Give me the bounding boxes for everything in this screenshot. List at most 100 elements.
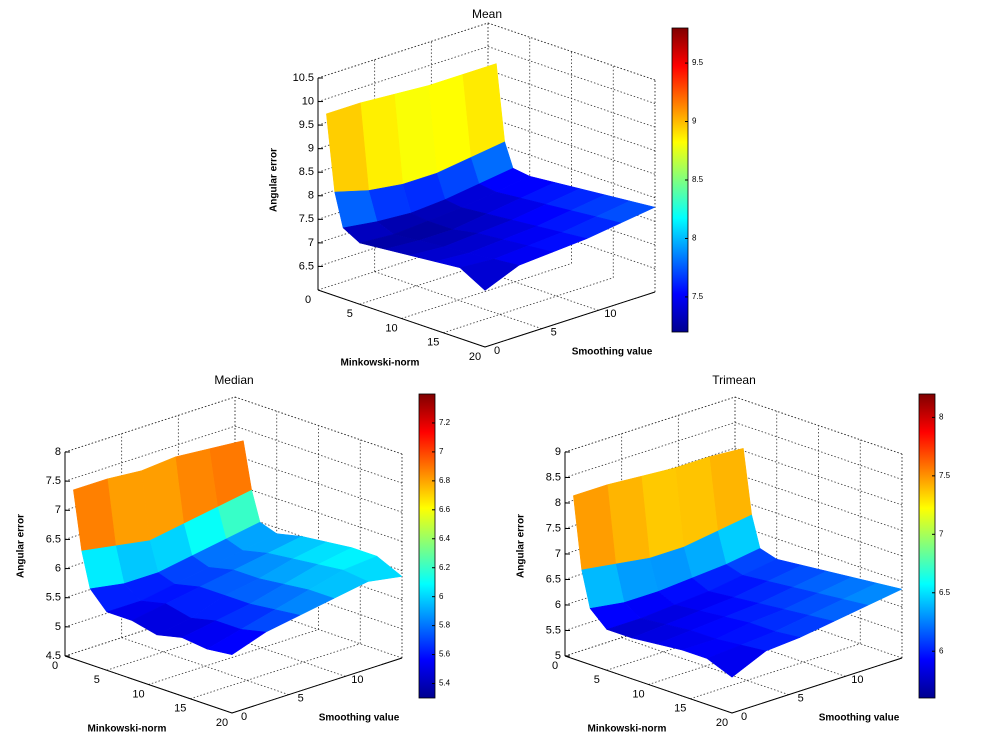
chart-title: Mean (472, 7, 502, 21)
box-edge (64, 396, 236, 453)
grid-line (487, 140, 656, 199)
x-tick-label: 10 (385, 322, 397, 334)
z-tick-label: 6.5 (546, 573, 561, 585)
colorbar-tick-label: 7 (439, 447, 444, 456)
y-tick-label: 5 (551, 327, 557, 339)
z-tick-label: 7.5 (546, 522, 561, 534)
z-tick-label: 6 (55, 562, 61, 574)
y-tick-label: 0 (494, 345, 500, 357)
z-axis-label: Angular error (16, 514, 27, 578)
box-edge (564, 396, 736, 453)
z-tick-label: 7 (308, 237, 314, 249)
y-axis (231, 657, 403, 714)
colorbar-tick-label: 9.5 (692, 58, 704, 67)
colorbar-tick-label: 7.5 (692, 292, 704, 301)
y-axis-label: Smoothing value (819, 713, 900, 724)
z-tick-label: 7.5 (46, 475, 61, 487)
y-axis (484, 291, 656, 348)
colorbar-tick-label: 6.2 (439, 563, 451, 572)
z-tick-label: 6.5 (299, 260, 314, 272)
z-tick-label: 7.5 (299, 213, 314, 225)
x-tick-label: 0 (552, 660, 558, 672)
z-axis-label: Angular error (269, 148, 280, 212)
colorbar-tick-label: 8.5 (692, 175, 704, 184)
colorbar-tick-label: 6 (939, 646, 944, 655)
z-axis-label: Angular error (516, 514, 527, 578)
y-tick-label: 10 (851, 674, 863, 686)
colorbar-tick-label: 6 (439, 592, 444, 601)
x-tick-label: 15 (674, 703, 686, 715)
colorbar-tick-label: 5.8 (439, 621, 451, 630)
surface-cell (459, 258, 520, 291)
y-tick-label: 0 (241, 711, 247, 723)
colorbar-tick-label: 8 (692, 234, 697, 243)
y-tick-label: 5 (298, 693, 304, 705)
grid-line (487, 116, 656, 175)
z-tick-label: 4.5 (46, 650, 61, 662)
x-tick-label: 5 (94, 674, 100, 686)
z-tick-label: 8.5 (546, 471, 561, 483)
colorbar (418, 393, 436, 699)
grid-line (734, 524, 903, 582)
y-axis-label: Smoothing value (572, 347, 653, 358)
chart-title: Trimean (712, 373, 756, 387)
x-tick-label: 20 (716, 717, 728, 729)
z-tick-label: 7 (555, 548, 561, 560)
x-axis-label: Minkowski-norm (588, 724, 667, 735)
z-tick-label: 5 (555, 650, 561, 662)
grid-line (734, 447, 903, 506)
y-tick-label: 10 (604, 308, 616, 320)
grid-line (487, 46, 656, 104)
surface-cell (706, 644, 767, 678)
x-axis (564, 655, 733, 714)
z-tick-label: 5 (55, 621, 61, 633)
box-edge (734, 396, 903, 455)
x-axis-label: Minkowski-norm (341, 358, 420, 369)
y-axis (731, 657, 903, 714)
x-tick-label: 5 (347, 308, 353, 320)
x-axis (317, 289, 486, 348)
z-tick-label: 5.5 (46, 592, 61, 604)
box-edge (487, 22, 656, 81)
x-tick-label: 10 (132, 688, 144, 700)
colorbar-tick-label: 9 (692, 117, 697, 126)
z-tick-label: 8.5 (299, 166, 314, 178)
x-tick-label: 0 (305, 294, 311, 306)
x-tick-label: 0 (52, 660, 58, 672)
box-edge (317, 22, 489, 79)
z-tick-label: 9.5 (299, 119, 314, 131)
colorbar-tick-label: 7 (939, 529, 944, 538)
y-axis-label: Smoothing value (319, 713, 400, 724)
colorbar-tick-label: 5.4 (439, 679, 451, 688)
z-tick-label: 8 (55, 446, 61, 458)
z-tick-label: 6.5 (46, 533, 61, 545)
x-tick-label: 15 (427, 337, 439, 349)
colorbar-tick-label: 8 (939, 412, 944, 421)
y-tick-label: 10 (351, 674, 363, 686)
colorbar-tick-label: 6.5 (939, 588, 951, 597)
z-tick-label: 6 (555, 599, 561, 611)
colorbar-tick-label: 6.6 (439, 505, 451, 514)
y-tick-label: 0 (741, 711, 747, 723)
x-tick-label: 10 (632, 688, 644, 700)
colorbar-tick-label: 7.5 (939, 471, 951, 480)
colorbar (918, 393, 936, 699)
x-tick-label: 20 (469, 351, 481, 363)
x-axis (64, 655, 233, 714)
x-tick-label: 20 (216, 717, 228, 729)
colorbar-tick-label: 7.2 (439, 418, 451, 427)
z-tick-label: 9 (308, 143, 314, 155)
colorbar-tick-label: 5.6 (439, 650, 451, 659)
z-tick-label: 8 (555, 497, 561, 509)
x-tick-label: 15 (174, 703, 186, 715)
colorbar-tick-label: 6.4 (439, 534, 451, 543)
surface-cell (206, 629, 267, 655)
chart-title: Median (214, 373, 253, 387)
grid-line (234, 425, 403, 484)
z-tick-label: 9 (555, 446, 561, 458)
z-tick-label: 10 (302, 95, 314, 107)
colorbar-tick-label: 6.8 (439, 476, 451, 485)
z-tick-label: 10.5 (293, 72, 314, 84)
grid-line (234, 454, 403, 513)
